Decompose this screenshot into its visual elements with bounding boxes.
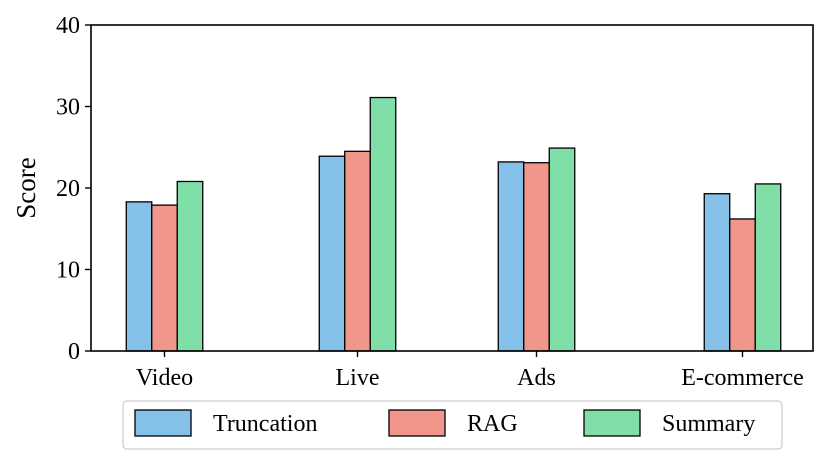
legend-label-rag: RAG xyxy=(467,411,518,437)
y-axis-label: Score xyxy=(11,157,41,218)
y-tick-label: 10 xyxy=(56,258,80,284)
bar-truncation-e-commerce xyxy=(703,193,731,352)
bar-rag-e-commerce xyxy=(729,218,756,352)
legend-swatch-rag xyxy=(388,409,446,437)
y-tick-label: 40 xyxy=(56,13,80,39)
legend-swatch-truncation xyxy=(134,409,192,437)
y-tick-label: 0 xyxy=(68,339,80,365)
x-tick-label-ads: Ads xyxy=(517,365,556,391)
bars-layer xyxy=(125,96,782,352)
bar-rag-ads xyxy=(523,162,550,352)
x-tick-label-video: Video xyxy=(136,365,193,391)
bar-rag-live xyxy=(344,150,371,352)
y-axis: 0 10 20 30 40 xyxy=(56,13,91,365)
y-tick-label: 20 xyxy=(56,176,80,202)
bar-summary-e-commerce xyxy=(754,183,782,352)
y-tick-label: 30 xyxy=(56,95,80,121)
bar-summary-video xyxy=(176,180,204,352)
legend-label-truncation: Truncation xyxy=(213,411,317,437)
plot-frame xyxy=(90,24,814,352)
legend-label-summary: Summary xyxy=(662,411,755,437)
bar-summary-live xyxy=(369,96,397,352)
bar-truncation-video xyxy=(125,201,153,352)
bar-summary-ads xyxy=(548,147,576,352)
legend-swatch-summary xyxy=(583,409,641,437)
x-tick-label-e-commerce: E-commerce xyxy=(681,365,804,391)
bar-truncation-live xyxy=(318,155,346,352)
bar-truncation-ads xyxy=(497,161,525,352)
x-tick-label-live: Live xyxy=(336,365,380,391)
legend: Truncation RAG Summary xyxy=(122,400,783,450)
bar-rag-video xyxy=(151,204,178,352)
x-axis: Video Live Ads E-commerce xyxy=(136,351,804,391)
